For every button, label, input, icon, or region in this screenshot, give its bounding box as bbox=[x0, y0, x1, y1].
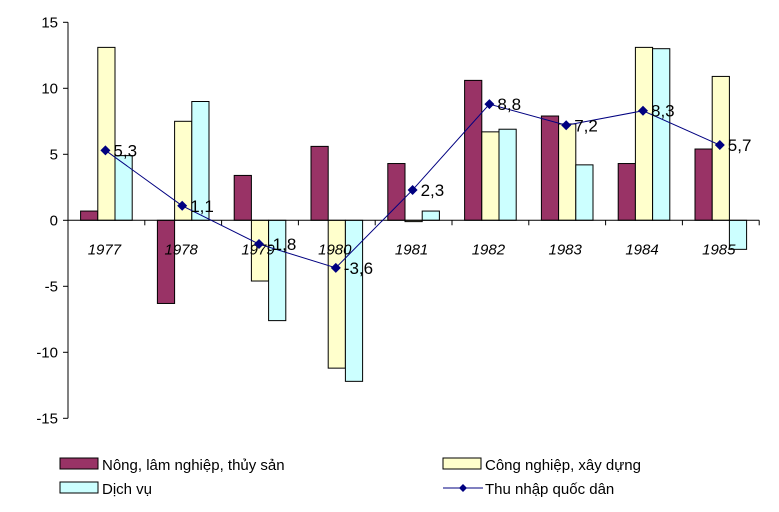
bar bbox=[575, 164, 594, 221]
data-label: 5,7 bbox=[728, 136, 752, 155]
legend-swatch bbox=[442, 457, 482, 470]
y-tick-label: 10 bbox=[41, 80, 58, 97]
bar bbox=[694, 148, 713, 221]
legend-label: Thu nhập quốc dân bbox=[485, 481, 614, 498]
bar bbox=[634, 46, 654, 221]
data-point-marker bbox=[561, 120, 572, 131]
x-tick-label: 1984 bbox=[625, 241, 658, 258]
legend-label: Dịch vụ bbox=[102, 481, 152, 498]
y-tick-label: -5 bbox=[45, 278, 58, 295]
bar bbox=[233, 174, 252, 221]
y-tick-label: 15 bbox=[41, 14, 58, 31]
legend-swatch bbox=[59, 481, 99, 494]
data-point-marker bbox=[714, 140, 725, 151]
data-label: 2,3 bbox=[421, 181, 445, 200]
bar bbox=[464, 79, 483, 221]
bar bbox=[156, 219, 176, 304]
bar bbox=[481, 131, 500, 221]
data-point-marker bbox=[484, 99, 495, 110]
legend-marker bbox=[459, 484, 467, 492]
data-point-marker bbox=[407, 184, 418, 195]
bar bbox=[421, 210, 440, 221]
data-label: -1,8 bbox=[267, 235, 296, 254]
bar bbox=[310, 145, 329, 221]
bar bbox=[558, 123, 577, 221]
data-label: 8,8 bbox=[497, 95, 521, 114]
data-point-marker bbox=[638, 105, 648, 116]
y-tick-label: -15 bbox=[36, 410, 58, 427]
data-label: 5,3 bbox=[113, 141, 137, 160]
data-point-marker bbox=[100, 145, 111, 156]
y-tick-label: 5 bbox=[50, 146, 58, 163]
legend-label: Nông, lâm nghiệp, thủy sản bbox=[102, 457, 285, 474]
x-tick-label: 1983 bbox=[549, 241, 583, 258]
x-tick-label: 1981 bbox=[395, 241, 428, 258]
y-tick-label: 0 bbox=[50, 212, 58, 229]
x-tick-label: 1985 bbox=[702, 241, 736, 258]
x-tick-label: 1979 bbox=[241, 241, 275, 258]
data-label: -3,6 bbox=[344, 259, 373, 278]
bar bbox=[80, 210, 99, 221]
bar bbox=[540, 115, 560, 221]
data-point-marker bbox=[330, 262, 341, 273]
data-point-marker bbox=[254, 239, 264, 250]
bar bbox=[652, 48, 671, 221]
bar bbox=[114, 155, 133, 221]
x-tick-label: 1982 bbox=[472, 241, 506, 258]
data-label: 1,1 bbox=[190, 197, 214, 216]
data-label: 8,3 bbox=[651, 102, 675, 121]
bar bbox=[617, 163, 636, 221]
legend-swatch bbox=[59, 457, 99, 470]
x-tick-label: 1977 bbox=[88, 241, 122, 258]
bar bbox=[498, 128, 517, 221]
bar bbox=[97, 46, 116, 221]
data-label: 7,2 bbox=[574, 116, 598, 135]
x-tick-label: 1980 bbox=[318, 241, 352, 258]
data-point-marker bbox=[177, 200, 188, 211]
legend-label: Công nghiệp, xây dựng bbox=[485, 457, 641, 474]
x-tick-label: 1978 bbox=[165, 241, 199, 258]
y-tick-label: -10 bbox=[36, 344, 58, 361]
